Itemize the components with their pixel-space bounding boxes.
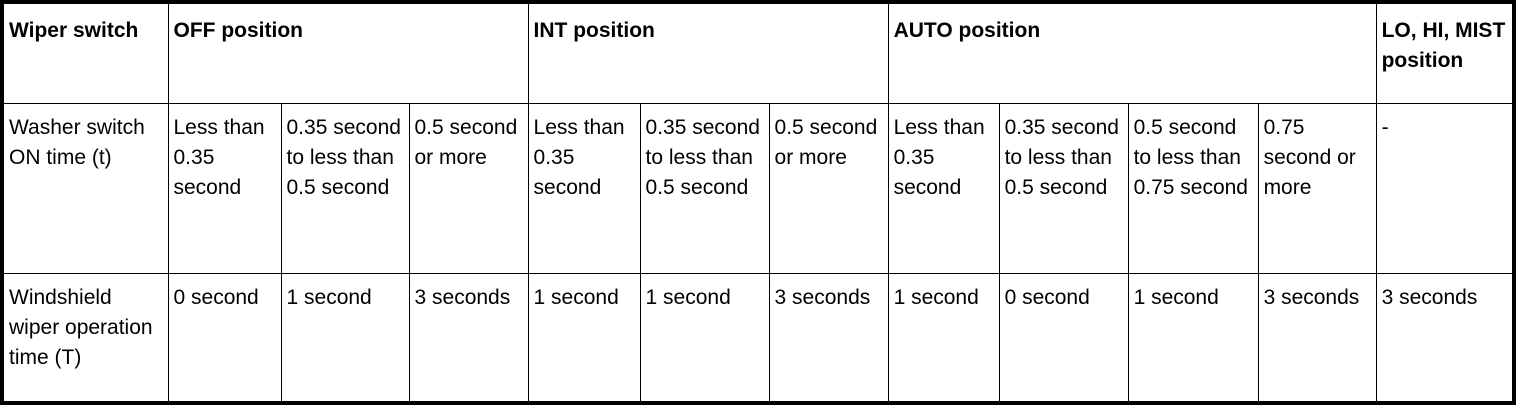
table-cell: 0.35 second to less than 0.5 second: [639, 103, 770, 274]
table-cell: 0.5 second or more: [408, 103, 529, 274]
table-cell: 3 seconds: [1375, 273, 1515, 404]
table-cell: 0.5 second to less than 0.75 second: [1127, 103, 1259, 274]
table-cell: 0.75 second or more: [1257, 103, 1377, 274]
header-lo-hi-mist-position: LO, HI, MIST position: [1375, 1, 1515, 104]
table-cell: 0 second: [998, 273, 1129, 404]
table-cell: 1 second: [527, 273, 641, 404]
table-cell: 1 second: [280, 273, 410, 404]
table-cell: 3 seconds: [408, 273, 529, 404]
table-cell: 0.35 second to less than 0.5 second: [280, 103, 410, 274]
table-cell: Less than 0.35 second: [527, 103, 641, 274]
header-auto-position: AUTO position: [887, 1, 1377, 104]
table-row-wiper-time: Windshield wiper operation time (T) 0 se…: [1, 273, 1515, 404]
table-cell: -: [1375, 103, 1515, 274]
header-wiper-switch: Wiper switch: [1, 1, 169, 104]
table-cell: 0.5 second or more: [768, 103, 889, 274]
table-cell: 1 second: [1127, 273, 1259, 404]
table-cell: 1 second: [887, 273, 1000, 404]
table-cell: 1 second: [639, 273, 770, 404]
table-row-washer-time: Washer switch ON time (t) Less than 0.35…: [1, 103, 1515, 274]
table-cell: Less than 0.35 second: [167, 103, 282, 274]
header-row: Wiper switch OFF position INT position A…: [1, 1, 1515, 104]
table-cell: Less than 0.35 second: [887, 103, 1000, 274]
table-cell: 0 second: [167, 273, 282, 404]
header-int-position: INT position: [527, 1, 889, 104]
table-cell: 3 seconds: [1257, 273, 1377, 404]
table-cell: 0.35 second to less than 0.5 second: [998, 103, 1129, 274]
table-cell: 3 seconds: [768, 273, 889, 404]
row-label: Windshield wiper operation time (T): [1, 273, 169, 404]
header-off-position: OFF position: [167, 1, 529, 104]
row-label: Washer switch ON time (t): [1, 103, 169, 274]
